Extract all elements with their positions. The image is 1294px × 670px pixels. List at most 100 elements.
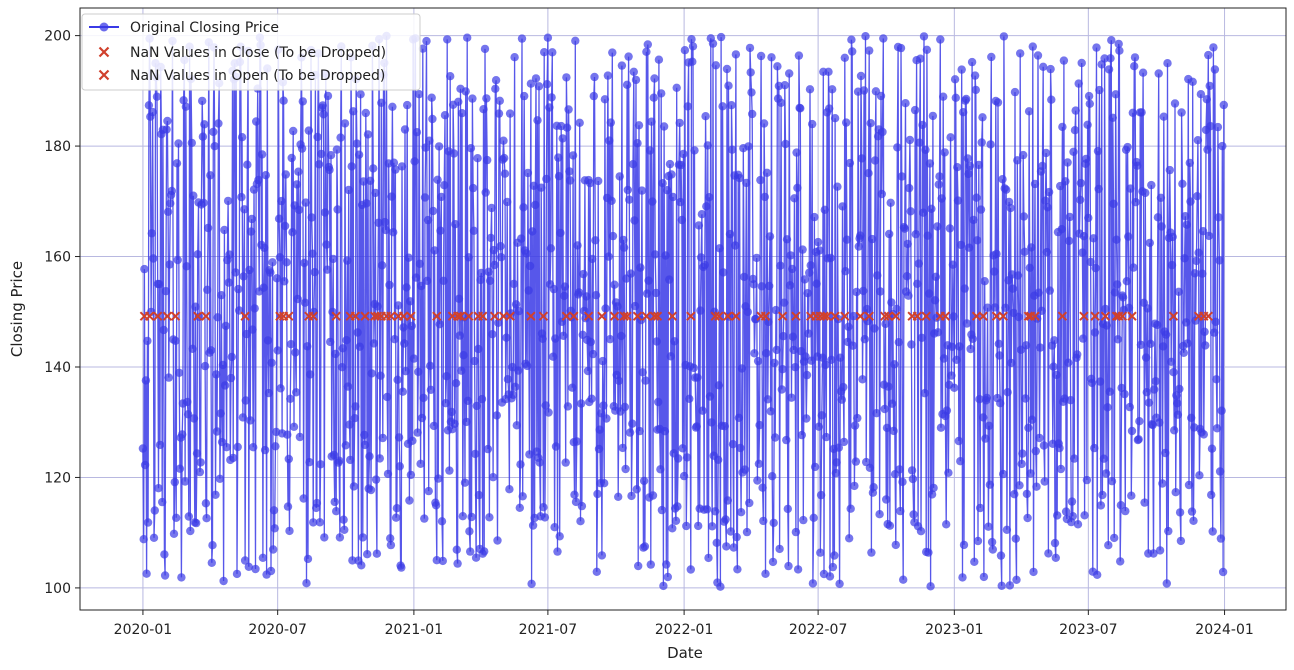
closing-price-point [767,53,776,62]
closing-price-point [1162,579,1172,588]
closing-price-point [649,93,658,102]
closing-price-point [759,119,769,128]
closing-price-point [1013,156,1022,165]
closing-price-point [212,370,221,379]
closing-price-point [665,275,674,284]
closing-price-point [189,191,198,200]
closing-price-point [1024,107,1034,116]
closing-price-point [452,545,461,554]
closing-price-point [761,569,770,578]
closing-price-point [607,196,616,205]
closing-price-point [590,72,599,82]
closing-price-point [511,382,520,391]
nan-marker [569,311,579,321]
closing-price-point [540,513,550,522]
closing-price-point [365,452,374,461]
closing-price-point [1095,85,1104,95]
closing-price-point [687,35,696,44]
closing-price-point [722,542,731,551]
x-tick-label: 2020-07 [248,622,307,638]
closing-price-point [1081,154,1091,164]
closing-price-point [451,220,460,229]
closing-price-point [509,279,518,289]
closing-price-point [240,205,249,214]
closing-price-point [539,503,548,512]
closing-price-point [1187,507,1197,516]
closing-price-point [839,382,848,392]
closing-price-point [162,125,171,134]
closing-price-point [745,43,755,53]
nan-marker [1079,311,1089,321]
closing-price-point [477,268,486,278]
closing-price-point [1106,54,1115,63]
closing-price-point [820,205,829,214]
closing-price-point [363,130,373,139]
closing-price-point [592,567,601,576]
closing-price-point [1074,79,1083,88]
closing-price-point [426,385,436,394]
closing-price-point [716,32,726,42]
closing-price-point [1053,511,1062,520]
closing-price-point [997,581,1006,590]
nan-marker [526,311,536,321]
legend-label-closing-price: Original Closing Price [130,20,279,36]
closing-price-point [835,579,844,588]
closing-price-point [408,436,417,445]
closing-price-point [426,361,435,370]
closing-price-point [642,47,651,56]
closing-price-point [320,533,329,542]
closing-price-point [220,225,229,235]
closing-price-point [484,267,493,276]
closing-price-point [651,250,660,259]
closing-price-point [1206,122,1215,131]
closing-price-point [1107,36,1116,45]
closing-price-point [316,460,325,469]
closing-price-point [140,264,149,274]
closing-price-point [679,149,688,159]
nan-marker [144,311,155,321]
closing-price-point [371,475,381,484]
closing-price-point [434,142,444,151]
closing-price-point [721,515,730,524]
closing-price-point [1116,557,1125,566]
closing-price-point [594,176,603,186]
closing-price-point [828,85,837,94]
closing-price-point [512,421,521,430]
closing-price-point [1113,280,1122,289]
closing-price-point [257,150,267,159]
closing-price-point [525,261,535,271]
closing-price-point [175,368,184,377]
closing-price-point [454,97,463,107]
closing-price-point [483,444,493,454]
x-tick-label: 2024-01 [1195,622,1254,638]
closing-price-point [711,507,720,516]
closing-price-point [1134,435,1143,444]
closing-price-point [897,172,906,181]
closing-price-point [990,267,999,276]
closing-price-point [853,413,862,423]
closing-price-point [890,360,899,369]
closing-price-point [904,291,913,300]
closing-price-point [1211,317,1220,326]
closing-price-point [442,372,451,381]
closing-price-point [179,96,188,105]
closing-price-point [984,421,994,430]
closing-price-point [473,154,482,163]
closing-price-point [358,533,367,542]
closing-price-point [355,342,364,351]
closing-price-point [688,57,697,66]
closing-price-point [733,565,742,574]
closing-price-point [728,145,737,154]
closing-price-point [1039,441,1049,450]
closing-price-point [980,277,989,286]
closing-price-point [534,82,544,91]
closing-price-point [1066,396,1075,405]
closing-price-point [1173,399,1182,408]
closing-price-point [918,120,927,130]
closing-price-point [903,239,912,249]
closing-price-point [229,453,238,463]
closing-price-point [672,83,681,93]
closing-price-point [1155,546,1165,555]
closing-price-point [800,275,809,284]
closing-price-point [1219,100,1229,110]
